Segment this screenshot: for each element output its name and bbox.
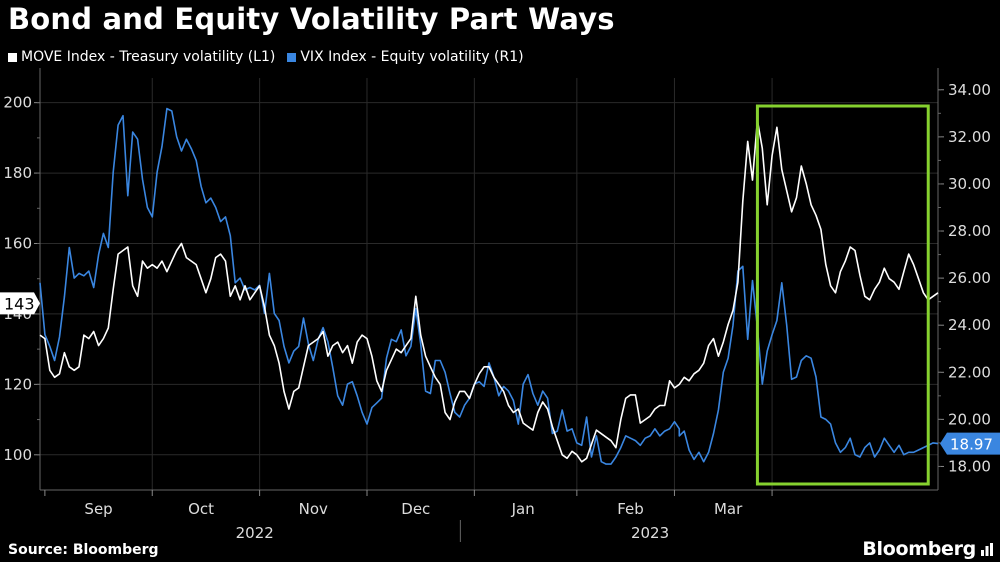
legend-move-label: MOVE Index - Treasury volatility (L1) bbox=[21, 49, 276, 65]
vix-last-value-label: 18.97 bbox=[950, 436, 993, 454]
right-tick-label: 24.00 bbox=[948, 316, 991, 334]
move-last-value-bg bbox=[0, 292, 40, 315]
move-last-value-badge: 143 bbox=[0, 292, 40, 315]
vix-swatch-icon bbox=[287, 52, 297, 62]
right-tick-label: 18.00 bbox=[948, 457, 991, 475]
x-tick-label: Nov bbox=[299, 500, 328, 518]
bloomberg-mark-icon bbox=[981, 543, 993, 556]
year-label-2023: 2023 bbox=[631, 524, 669, 542]
highlight-box bbox=[755, 104, 930, 486]
right-tick-label: 30.00 bbox=[948, 175, 991, 193]
vix-series-line bbox=[39, 107, 939, 465]
right-tick-label: 26.00 bbox=[948, 269, 991, 287]
year-label-2022: 2022 bbox=[236, 524, 274, 542]
legend-vix-label: VIX Index - Equity volatility (R1) bbox=[300, 49, 524, 65]
right-tick-label: 22.00 bbox=[948, 363, 991, 381]
x-tick-label: Feb bbox=[617, 500, 644, 518]
legend: MOVE Index - Treasury volatility (L1) VI… bbox=[8, 49, 536, 65]
move-series-line bbox=[39, 119, 939, 463]
x-tick-label: Sep bbox=[84, 500, 112, 518]
x-tick-label: Oct bbox=[188, 500, 214, 518]
vix-last-value-bg bbox=[940, 432, 1000, 455]
move-swatch-icon bbox=[8, 52, 17, 62]
x-tick-label: Jan bbox=[511, 500, 535, 518]
chart-title: Bond and Equity Volatility Part Ways bbox=[8, 2, 615, 36]
source-label: Source: Bloomberg bbox=[8, 542, 159, 558]
right-tick-label: 20.00 bbox=[948, 410, 991, 428]
move-last-value-label: 143 bbox=[4, 294, 35, 313]
right-tick-label: 28.00 bbox=[948, 222, 991, 240]
legend-item-move: MOVE Index - Treasury volatility (L1) bbox=[8, 49, 275, 65]
legend-item-vix: VIX Index - Equity volatility (R1) bbox=[287, 49, 524, 65]
left-tick-label: 120 bbox=[3, 375, 32, 393]
left-tick-label: 160 bbox=[3, 235, 32, 253]
right-tick-label: 34.00 bbox=[948, 81, 991, 99]
x-tick-label: Dec bbox=[401, 500, 430, 518]
x-tick-label: Mar bbox=[714, 500, 743, 518]
right-tick-label: 32.00 bbox=[948, 128, 991, 146]
logo-text: Bloomberg bbox=[862, 538, 976, 560]
left-tick-label: 180 bbox=[3, 164, 32, 182]
vix-last-value-badge: 18.97 bbox=[940, 432, 1000, 455]
left-tick-label: 100 bbox=[3, 446, 32, 464]
bloomberg-logo: Bloomberg bbox=[862, 538, 994, 560]
left-tick-label: 200 bbox=[3, 94, 32, 112]
